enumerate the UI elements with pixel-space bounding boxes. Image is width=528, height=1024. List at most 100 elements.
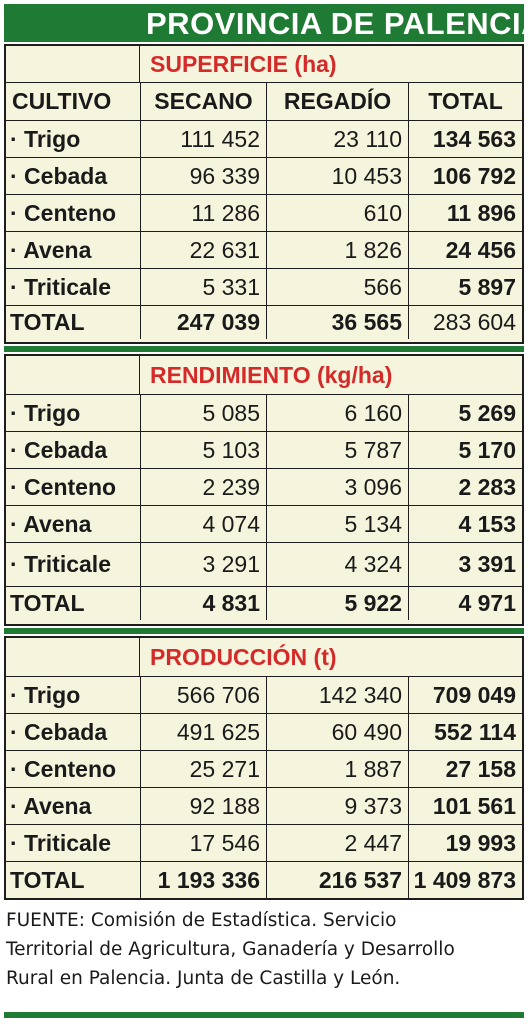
secano-value: 5 103 xyxy=(140,432,266,468)
crop-name: · Avena xyxy=(10,510,92,537)
regadio-value: 60 490 xyxy=(266,714,408,750)
source-note-line: Rural en Palencia. Junta de Castilla y L… xyxy=(6,968,401,989)
table-row: · Cebada 491 625 60 490 552 114 xyxy=(6,713,522,750)
total-value: 5 269 xyxy=(408,395,522,431)
total-value: 5 897 xyxy=(408,269,522,305)
regadio-value: 610 xyxy=(266,195,408,231)
total-row: TOTAL 4 831 5 922 4 971 xyxy=(6,586,522,620)
crop-name: · Trigo xyxy=(10,125,81,152)
section-heading: RENDIMIENTO (kg/ha) xyxy=(150,361,393,388)
grand-total: 1 409 873 xyxy=(408,862,522,898)
total-value: 24 456 xyxy=(408,232,522,268)
total-value: 3 391 xyxy=(408,543,522,586)
column-header-total: TOTAL xyxy=(408,83,522,120)
crop-name: · Centeno xyxy=(10,755,117,782)
total-value: 11 896 xyxy=(408,195,522,231)
source-note-line: FUENTE: Comisión de Estadística. Servici… xyxy=(6,910,397,931)
section-rendimiento: RENDIMIENTO (kg/ha) · Trigo 5 085 6 160 … xyxy=(4,354,524,626)
table-row: · Triticale 17 546 2 447 19 993 xyxy=(6,824,522,861)
secano-value: 4 074 xyxy=(140,506,266,542)
footer-rule xyxy=(4,1012,524,1018)
regadio-total: 216 537 xyxy=(266,862,408,898)
secano-value: 96 339 xyxy=(140,158,266,194)
table-row: · Trigo 111 452 23 110 134 563 xyxy=(6,120,522,157)
crop-name: · Trigo xyxy=(10,681,81,708)
regadio-value: 9 373 xyxy=(266,788,408,824)
crop-name: · Centeno xyxy=(10,473,117,500)
regadio-value: 142 340 xyxy=(266,677,408,713)
table-row: · Cebada 5 103 5 787 5 170 xyxy=(6,431,522,468)
secano-value: 3 291 xyxy=(140,543,266,586)
total-label: TOTAL xyxy=(10,309,85,335)
secano-value: 5 085 xyxy=(140,395,266,431)
total-value: 552 114 xyxy=(408,714,522,750)
secano-value: 92 188 xyxy=(140,788,266,824)
regadio-value: 4 324 xyxy=(266,543,408,586)
total-row: TOTAL 1 193 336 216 537 1 409 873 xyxy=(6,861,522,898)
regadio-value: 10 453 xyxy=(266,158,408,194)
grand-total: 4 971 xyxy=(408,587,522,620)
secano-total: 247 039 xyxy=(140,306,266,339)
section-heading-row: SUPERFICIE (ha) xyxy=(6,46,522,82)
crop-name: · Centeno xyxy=(10,199,117,226)
total-value: 4 153 xyxy=(408,506,522,542)
table-row: · Centeno 2 239 3 096 2 283 xyxy=(6,468,522,505)
section-produccion: PRODUCCIÓN (t) · Trigo 566 706 142 340 7… xyxy=(4,636,524,900)
regadio-total: 5 922 xyxy=(266,587,408,620)
table-row: · Avena 4 074 5 134 4 153 xyxy=(6,505,522,542)
section-heading-row: RENDIMIENTO (kg/ha) xyxy=(6,356,522,394)
secano-value: 111 452 xyxy=(140,121,266,157)
source-note: FUENTE: Comisión de Estadística. Servici… xyxy=(6,906,522,993)
regadio-total: 36 565 xyxy=(266,306,408,339)
total-value: 2 283 xyxy=(408,469,522,505)
secano-value: 11 286 xyxy=(140,195,266,231)
crop-name: · Cebada xyxy=(10,436,108,463)
secano-total: 4 831 xyxy=(140,587,266,620)
section-superficie: SUPERFICIE (ha) CULTIVO SECANO REGADÍO T… xyxy=(4,44,524,344)
section-heading: SUPERFICIE (ha) xyxy=(150,50,337,77)
table-row: · Triticale 5 331 566 5 897 xyxy=(6,268,522,305)
crop-name: · Avena xyxy=(10,236,92,263)
total-label: TOTAL xyxy=(10,866,85,893)
regadio-value: 6 160 xyxy=(266,395,408,431)
table-row: · Avena 92 188 9 373 101 561 xyxy=(6,787,522,824)
secano-value: 566 706 xyxy=(140,677,266,713)
secano-value: 5 331 xyxy=(140,269,266,305)
regadio-value: 566 xyxy=(266,269,408,305)
regadio-value: 5 134 xyxy=(266,506,408,542)
table-row: · Triticale 3 291 4 324 3 391 xyxy=(6,542,522,586)
section-divider xyxy=(4,628,524,634)
total-value: 134 563 xyxy=(408,121,522,157)
regadio-value: 2 447 xyxy=(266,825,408,861)
crop-name: · Trigo xyxy=(10,399,81,426)
regadio-value: 23 110 xyxy=(266,121,408,157)
regadio-value: 5 787 xyxy=(266,432,408,468)
secano-value: 25 271 xyxy=(140,751,266,787)
secano-value: 491 625 xyxy=(140,714,266,750)
table-row: · Centeno 25 271 1 887 27 158 xyxy=(6,750,522,787)
column-header-regadio: REGADÍO xyxy=(266,83,408,120)
source-note-line: Territorial de Agricultura, Ganadería y … xyxy=(6,939,455,960)
crop-name: · Triticale xyxy=(10,551,111,577)
crop-name: · Cebada xyxy=(10,718,108,745)
secano-total: 1 193 336 xyxy=(140,862,266,898)
total-value: 101 561 xyxy=(408,788,522,824)
page-title: PROVINCIA DE PALENCIA xyxy=(4,4,524,42)
regadio-value: 3 096 xyxy=(266,469,408,505)
secano-value: 22 631 xyxy=(140,232,266,268)
column-header-secano: SECANO xyxy=(140,83,266,120)
section-heading: PRODUCCIÓN (t) xyxy=(150,643,337,670)
crop-name: · Triticale xyxy=(10,829,111,856)
total-label: TOTAL xyxy=(10,590,85,616)
total-value: 19 993 xyxy=(408,825,522,861)
column-header-cultivo: CULTIVO xyxy=(12,88,112,114)
crop-name: · Cebada xyxy=(10,162,108,189)
crop-name: · Triticale xyxy=(10,273,111,300)
table-row: · Trigo 5 085 6 160 5 269 xyxy=(6,394,522,431)
section-divider xyxy=(4,346,524,352)
total-value: 5 170 xyxy=(408,432,522,468)
regadio-value: 1 826 xyxy=(266,232,408,268)
crop-name: · Avena xyxy=(10,792,92,819)
grand-total: 283 604 xyxy=(408,306,522,339)
